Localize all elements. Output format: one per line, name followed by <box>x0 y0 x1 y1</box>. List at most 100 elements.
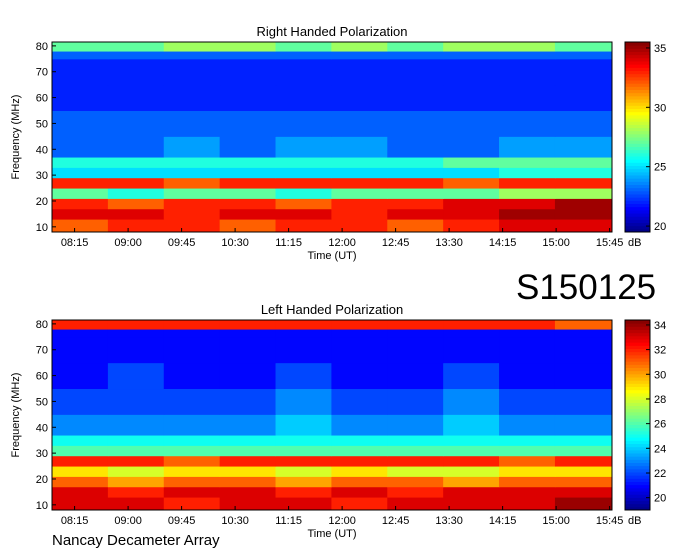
heat-cell <box>275 414 332 436</box>
heat-cell <box>443 198 500 210</box>
heat-cell <box>331 476 388 488</box>
heat-cell <box>275 329 332 338</box>
heat-cell <box>163 167 221 179</box>
heat-cell <box>443 58 500 86</box>
colorbar-step <box>625 370 650 375</box>
colorbar-step <box>625 83 650 87</box>
x-tick-label: 13:30 <box>435 237 463 249</box>
heat-cell <box>554 329 613 338</box>
heat-cell <box>107 320 165 330</box>
colorbar-step <box>625 159 650 163</box>
heat-cell <box>443 219 500 233</box>
x-tick-label: 08:15 <box>61 515 89 527</box>
heat-cell <box>107 110 165 137</box>
heat-cell <box>219 497 277 511</box>
y-tick-label: 30 <box>36 448 48 460</box>
colorbar-step <box>625 437 650 441</box>
x-tick-label: 11:15 <box>275 237 302 249</box>
colorbar-step <box>625 86 650 90</box>
colorbar-step <box>625 358 650 362</box>
heat-cell <box>52 42 109 52</box>
heat-cell <box>499 362 556 390</box>
colorbar-tick-label: 32 <box>654 345 666 357</box>
heat-cell <box>443 110 500 137</box>
heat-cell <box>331 388 388 415</box>
heat-cell <box>331 208 388 220</box>
heat-cell <box>275 445 332 457</box>
colorbar-step <box>625 456 650 460</box>
colorbar-step <box>625 219 650 223</box>
heat-cell <box>219 388 277 415</box>
colorbar-step <box>625 184 650 189</box>
heat-cell <box>107 414 165 436</box>
heat-cell <box>554 497 613 511</box>
colorbar-step <box>625 73 650 78</box>
heat-cell <box>499 42 556 52</box>
heat-cell <box>499 219 556 233</box>
heat-cell <box>163 414 221 436</box>
colorbar-step <box>625 175 650 179</box>
y-tick-label: 20 <box>36 196 48 208</box>
heat-cell <box>554 466 613 477</box>
heat-cell <box>554 388 613 415</box>
heat-cell <box>275 362 332 390</box>
heat-cell <box>554 136 613 158</box>
colorbar-step <box>625 468 650 473</box>
heat-cell <box>275 177 332 189</box>
heat-cell <box>219 486 277 498</box>
colorbar-step <box>625 323 650 327</box>
heat-cell <box>331 497 388 511</box>
heat-cell <box>443 42 500 52</box>
heat-cell <box>52 51 109 60</box>
plot-frame <box>51 319 613 511</box>
colorbar-tick-label: 26 <box>654 419 666 431</box>
heat-cell <box>443 362 500 390</box>
heat-cell <box>275 157 332 168</box>
heat-cell <box>219 177 277 189</box>
heat-cell <box>219 208 277 220</box>
heat-cell <box>275 42 332 52</box>
colorbar-step <box>625 51 650 56</box>
heat-cell <box>387 188 444 199</box>
heat-cell <box>443 466 500 477</box>
colorbar-step <box>625 187 650 192</box>
colorbar-step <box>625 484 650 489</box>
colorbar-step <box>625 127 650 132</box>
heat-cell <box>107 167 165 179</box>
y-tick-label: 50 <box>36 396 48 408</box>
colorbar-step <box>625 222 650 227</box>
heat-cell <box>499 136 556 158</box>
y-tick-label: 80 <box>36 41 48 53</box>
panel-title: Right Handed Polarization <box>256 24 407 39</box>
heat-cell <box>52 198 109 210</box>
colorbar-step <box>625 67 650 71</box>
heat-cell <box>554 42 613 52</box>
heat-cell <box>107 466 165 477</box>
colorbar-step <box>625 453 650 457</box>
colorbar-step <box>625 440 650 444</box>
plot-frame <box>51 41 613 233</box>
heat-cell <box>387 177 444 189</box>
heat-cell <box>499 84 556 112</box>
colorbar-step <box>625 197 650 201</box>
heat-cell <box>219 136 277 158</box>
colorbar-step <box>625 45 650 49</box>
heat-cell <box>275 198 332 210</box>
heat-cell <box>443 388 500 415</box>
colorbar-step <box>625 48 650 52</box>
colorbar-step <box>625 89 650 94</box>
heat-cell <box>107 336 165 364</box>
heat-cell <box>387 414 444 436</box>
heat-cell <box>387 84 444 112</box>
heat-cell <box>443 476 500 488</box>
colorbar-label: dB <box>628 237 641 249</box>
heat-cell <box>219 329 277 338</box>
heat-cell <box>52 466 109 477</box>
heat-cell <box>331 110 388 137</box>
heat-cell <box>331 167 388 179</box>
heat-cell <box>52 497 109 511</box>
heat-cell <box>52 455 109 467</box>
y-tick-label: 10 <box>36 500 48 512</box>
colorbar-step <box>625 149 650 154</box>
heat-cell <box>275 486 332 498</box>
